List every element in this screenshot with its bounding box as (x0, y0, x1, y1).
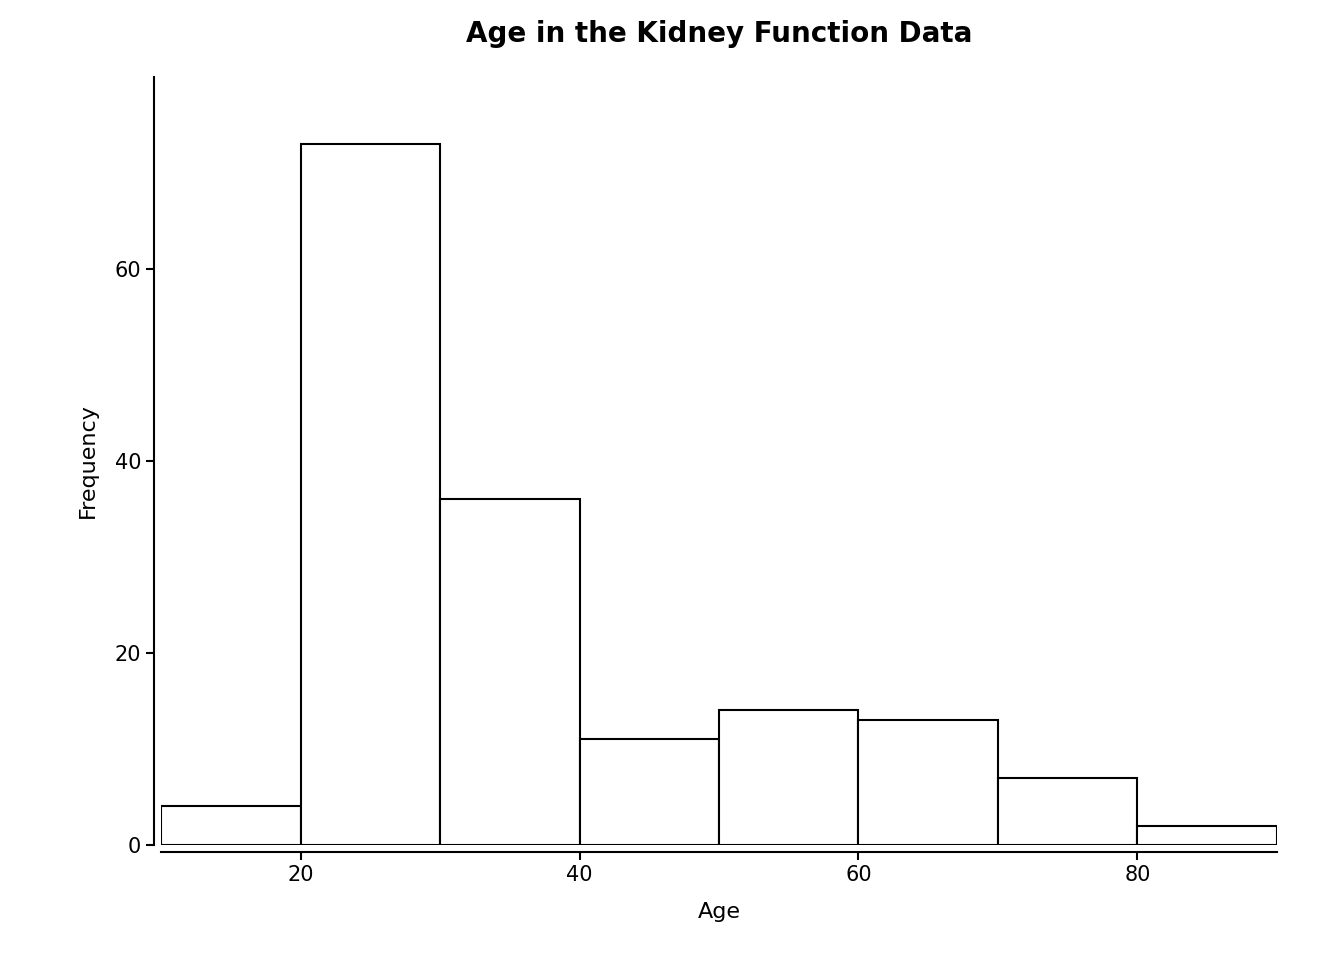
X-axis label: Age: Age (698, 901, 741, 922)
Y-axis label: Frequency: Frequency (78, 403, 98, 518)
Bar (301, 144, 441, 845)
Bar (441, 499, 579, 845)
Bar (997, 778, 1137, 845)
Bar (719, 710, 859, 845)
Title: Age in the Kidney Function Data: Age in the Kidney Function Data (466, 20, 972, 48)
Bar (161, 806, 301, 845)
Bar (859, 720, 997, 845)
Bar (579, 739, 719, 845)
Bar (1137, 826, 1277, 845)
